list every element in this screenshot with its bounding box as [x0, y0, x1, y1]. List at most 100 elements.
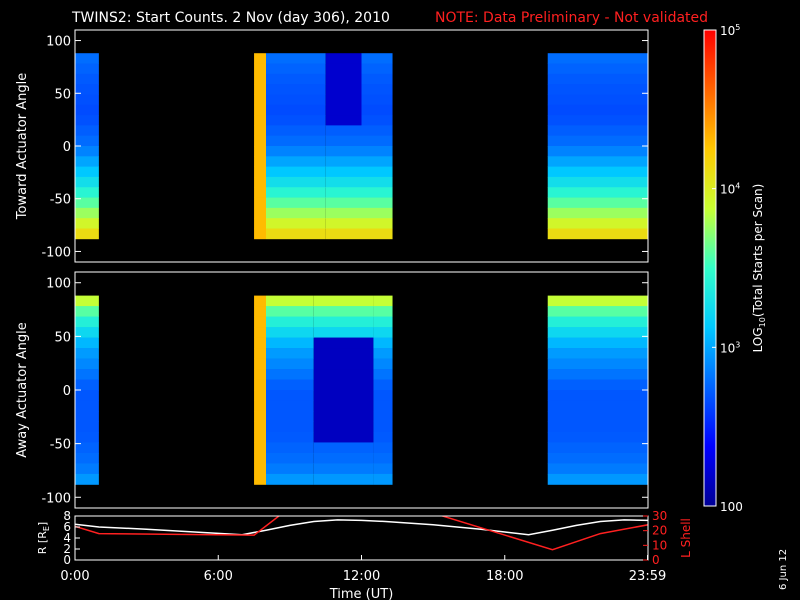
colorbar-tick-label: 103 [720, 340, 740, 355]
heatmap-cell [361, 187, 393, 198]
date-stamp: 6 Jun 12 [778, 549, 789, 590]
y-tick-label: 4 [63, 531, 71, 545]
heatmap-cell [266, 452, 314, 464]
heatmap-cell [75, 452, 99, 464]
heatmap-cell [254, 421, 266, 433]
heatmap-cell [325, 207, 362, 219]
heatmap-cell [547, 379, 648, 391]
heatmap-cell [547, 442, 648, 454]
y2-tick-label: 10 [652, 538, 667, 552]
heatmap-cell [75, 337, 99, 349]
heatmap-cell [547, 463, 648, 475]
y-tick-label: 6 [63, 520, 71, 534]
heatmap-cell [547, 187, 648, 198]
colorbar-label-sub: 10 [758, 317, 767, 327]
heatmap-cell [313, 410, 374, 422]
heatmap-cell [266, 228, 326, 240]
colorbar-scale [703, 29, 717, 507]
heatmap-cell [266, 104, 326, 116]
heatmap-cell [373, 348, 393, 359]
figure-title: TWINS2: Start Counts. 2 Nov (day 306), 2… [71, 10, 390, 26]
heatmap-cell [266, 94, 326, 106]
preliminary-note: NOTE: Data Preliminary - Not validated [435, 10, 708, 26]
heatmap-cell [373, 306, 393, 317]
y-tick-label: -100 [41, 491, 71, 506]
heatmap-cell [361, 104, 393, 116]
heatmap-cell [75, 442, 99, 454]
y-tick-label: -50 [50, 193, 71, 208]
heatmap-cell [325, 135, 362, 147]
heatmap-cell [313, 400, 374, 412]
heatmap-cell [254, 104, 266, 116]
heatmap-cell [325, 228, 362, 240]
heatmap-cell [266, 369, 314, 380]
heatmap-cell [313, 358, 374, 370]
heatmap-cell [547, 431, 648, 443]
heatmap-cell [361, 218, 393, 229]
r-axis-label-end: ] [36, 522, 49, 526]
colorbar-tick-base: 10 [720, 183, 735, 197]
heatmap-cell [361, 135, 393, 147]
l-shell-axis-label: L Shell [679, 518, 693, 558]
heatmap-cell [266, 146, 326, 157]
heatmap-cell [266, 197, 326, 209]
heatmap-cell [547, 358, 648, 370]
heatmap-cell [266, 218, 326, 229]
coverage-block [75, 295, 99, 485]
heatmap-cell [75, 390, 99, 401]
x-tick-label: 12:00 [343, 569, 380, 584]
heatmap-cell [75, 306, 99, 317]
heatmap-cell [373, 442, 393, 454]
heatmap-cell [547, 115, 648, 126]
heatmap-cell [75, 176, 99, 188]
heatmap-cell [547, 337, 648, 349]
heatmap-cell [266, 73, 326, 85]
heatmap-cell [75, 228, 99, 240]
heatmap-cell [547, 295, 648, 307]
y-tick-label: 8 [63, 509, 71, 523]
heatmap-cell [266, 295, 314, 307]
heatmap-cell [547, 63, 648, 75]
heatmap-cell [547, 400, 648, 412]
heatmap-cell [254, 369, 266, 380]
heatmap-cell [325, 53, 362, 64]
heatmap-cell [266, 358, 314, 370]
heatmap-cell [75, 94, 99, 106]
heatmap-panel-1: 100 50 0 -50 -100 Toward Actuator Angle [15, 29, 649, 263]
heatmap-cell [75, 218, 99, 229]
heatmap-cell [373, 369, 393, 380]
y-tick-label: -50 [50, 438, 71, 453]
heatmap-cell [313, 295, 374, 307]
heatmap-cell [547, 135, 648, 147]
heatmap-cell [325, 176, 362, 188]
heatmap-cell [266, 53, 326, 64]
heatmap-cell [313, 452, 374, 464]
heatmap-cell [75, 63, 99, 75]
colorbar-tick-base: 100 [720, 500, 743, 514]
heatmap-cell [254, 146, 266, 157]
r-series-line [75, 519, 648, 536]
colorbar-tick-exponent: 4 [735, 182, 740, 191]
heatmap-cell [75, 104, 99, 116]
heatmap-cell [266, 431, 314, 443]
y2-tick-label: 30 [652, 509, 667, 523]
heatmap-cell [325, 166, 362, 178]
heatmap-cell [361, 146, 393, 157]
heatmap-cell [254, 400, 266, 412]
heatmap-cell [75, 431, 99, 443]
heatmap-cell [373, 463, 393, 475]
heatmap-cell [361, 94, 393, 106]
y-tick-label: -100 [41, 245, 71, 260]
heatmap-cell [254, 125, 266, 137]
heatmap-cell [75, 348, 99, 359]
y-tick-label: 50 [54, 330, 71, 345]
heatmap-cell [75, 156, 99, 168]
heatmap-cell [373, 379, 393, 391]
y-tick-label: 0 [63, 553, 71, 567]
heatmap-cell [373, 452, 393, 464]
heatmap-cell [547, 73, 648, 85]
heatmap-cell [254, 207, 266, 219]
